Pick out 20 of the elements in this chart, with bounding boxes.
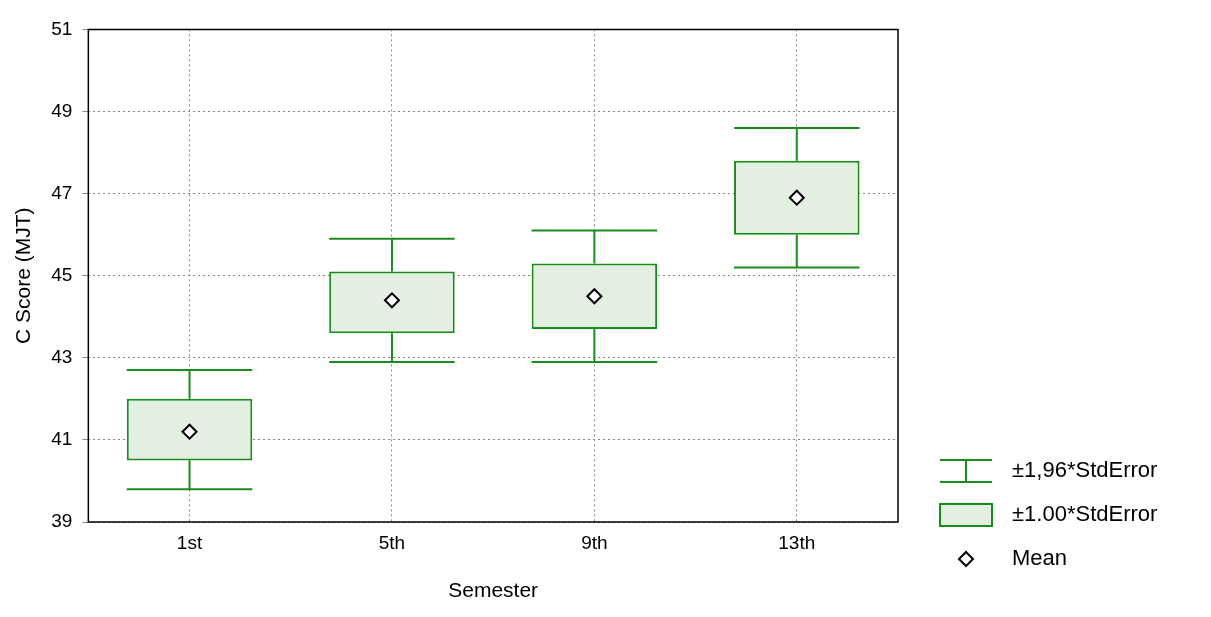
y-tick-label: 39	[51, 510, 73, 532]
point	[586, 288, 603, 305]
point	[383, 292, 400, 309]
text: ±1,96*StdError	[1012, 457, 1158, 482]
x-tick-label: 13th	[778, 531, 816, 553]
y-tick-label: 43	[51, 346, 73, 368]
text: ±1.00*StdError	[1012, 501, 1158, 526]
x-tick-label: 9th	[581, 531, 608, 553]
y-tick-label: 51	[51, 17, 73, 39]
point	[181, 423, 198, 440]
x-axis-title: Semester	[448, 578, 539, 602]
y-axis-title: C Score (MJT)	[11, 207, 35, 344]
point	[788, 189, 805, 206]
y-tick-label: 47	[51, 181, 73, 203]
x-tick-label: 5th	[378, 531, 406, 553]
y-tick-label: 45	[51, 263, 73, 285]
x-tick-label: 1st	[176, 531, 203, 553]
y-tick-label: 49	[51, 99, 73, 121]
y-tick-label: 41	[51, 428, 73, 450]
legend-label: Mean	[1012, 545, 1068, 570]
